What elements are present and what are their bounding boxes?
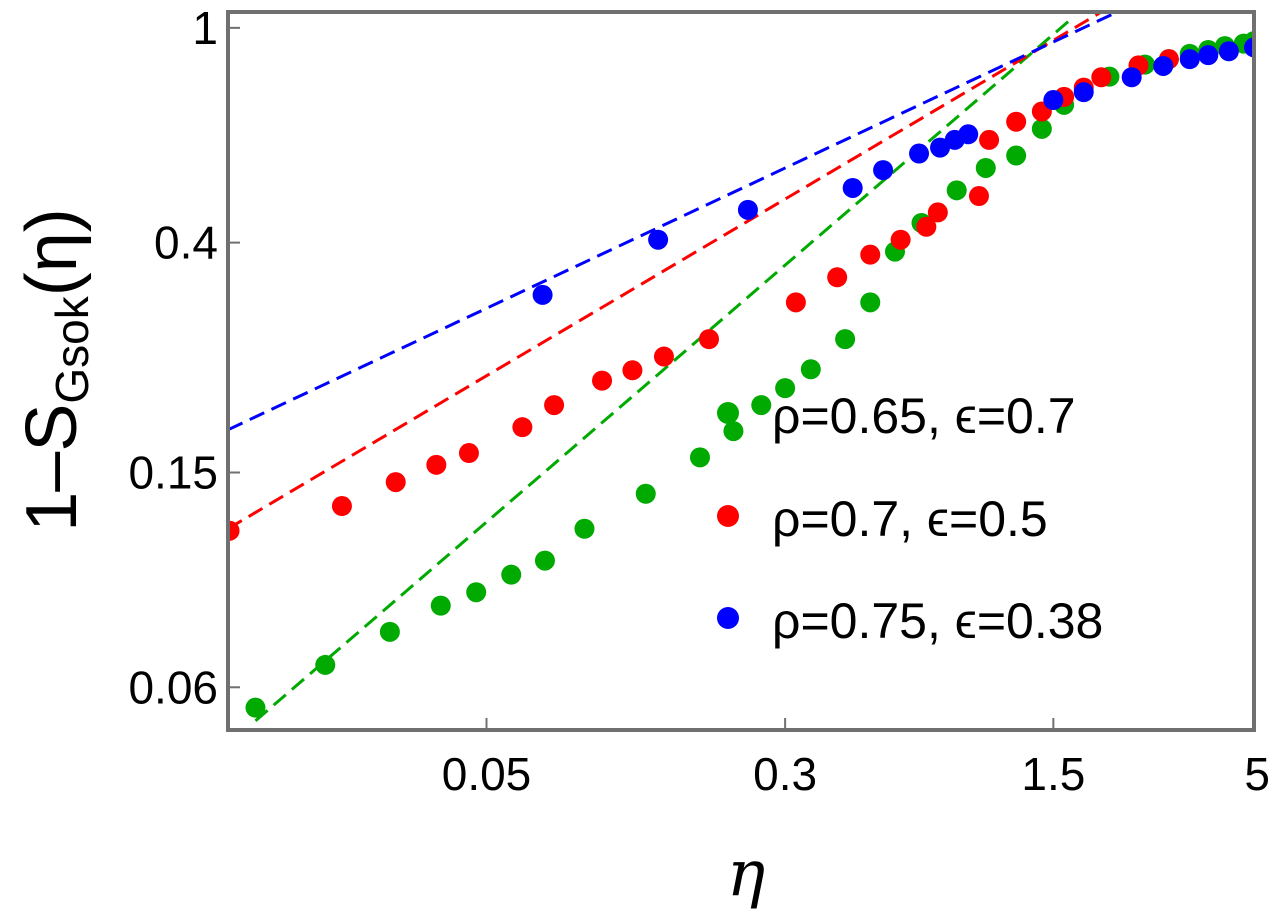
fit-line-series-1 — [228, 12, 1103, 531]
data-point-series-1 — [827, 267, 848, 288]
data-point-series-2 — [909, 143, 930, 164]
data-point-series-1 — [1006, 111, 1027, 132]
legend: ρ=0.65, ϵ=0.7 ρ=0.7, ϵ=0.5 ρ=0.75, ϵ=0.38 — [717, 388, 1103, 649]
data-point-series-0 — [860, 292, 881, 313]
fit-line-series-0 — [254, 15, 1076, 722]
data-point-series-1 — [1091, 67, 1112, 88]
data-point-series-1 — [228, 520, 240, 541]
data-point-series-0 — [635, 483, 656, 504]
data-point-series-2 — [958, 124, 979, 145]
data-point-series-0 — [775, 378, 796, 399]
x-tick-label: 0.3 — [753, 748, 817, 800]
y-axis-label: 1–SGsok(η) — [12, 208, 98, 531]
data-point-series-0 — [574, 518, 595, 539]
x-tick-label: 5 — [1244, 748, 1270, 800]
legend-marker — [717, 505, 739, 527]
data-point-series-0 — [315, 654, 336, 675]
legend-marker — [717, 607, 739, 629]
data-point-series-1 — [512, 417, 533, 438]
y-axis-label-suffix: (η) — [12, 208, 92, 296]
x-tick-label: 1.5 — [1021, 748, 1085, 800]
data-point-series-1 — [890, 229, 911, 250]
y-tick-label: 1 — [192, 2, 218, 54]
data-point-series-2 — [1244, 37, 1254, 58]
data-point-series-1 — [860, 244, 881, 265]
data-point-series-0 — [946, 180, 967, 201]
tick-labels: 0.05 0.3 1.5 5 0.06 0.15 0.4 1 — [128, 2, 1270, 800]
y-tick-label: 0.4 — [154, 217, 218, 269]
y-tick-label: 0.15 — [128, 447, 218, 499]
data-point-series-1 — [916, 216, 937, 237]
data-point-series-0 — [430, 595, 451, 616]
data-point-series-2 — [930, 137, 951, 158]
data-point-series-1 — [927, 202, 948, 223]
data-point-series-1 — [385, 472, 406, 493]
data-point-series-1 — [426, 454, 447, 475]
data-point-series-0 — [379, 621, 400, 642]
data-point-series-0 — [723, 421, 744, 442]
data-point-series-0 — [1006, 145, 1027, 166]
data-point-series-0 — [245, 697, 266, 718]
legend-entry: ρ=0.65, ϵ=0.7 — [772, 388, 1076, 444]
data-point-series-2 — [842, 177, 863, 198]
data-point-series-1 — [592, 370, 613, 391]
data-point-series-0 — [800, 359, 821, 380]
data-point-series-1 — [331, 496, 352, 517]
data-point-series-2 — [1073, 82, 1094, 103]
data-point-series-0 — [975, 157, 996, 178]
data-point-series-1 — [979, 129, 1000, 150]
y-tick-label: 0.06 — [128, 661, 218, 713]
data-point-series-2 — [873, 160, 894, 181]
data-points — [228, 31, 1254, 718]
legend-entry: ρ=0.7, ϵ=0.5 — [772, 491, 1048, 547]
x-tick-label: 0.05 — [442, 748, 532, 800]
y-axis-label-subscript: Gsok — [46, 295, 98, 403]
data-point-series-1 — [458, 443, 479, 464]
data-point-series-2 — [1179, 49, 1200, 70]
fit-line-series-2 — [228, 12, 1118, 432]
data-point-series-2 — [1043, 90, 1064, 111]
data-point-series-0 — [501, 564, 522, 585]
data-point-series-1 — [968, 186, 989, 207]
data-point-series-1 — [653, 346, 674, 367]
data-point-series-0 — [751, 395, 772, 416]
legend-entry: ρ=0.75, ϵ=0.38 — [772, 593, 1103, 649]
plot-frame — [226, 10, 1256, 732]
x-axis-label: η — [727, 837, 765, 911]
data-point-series-0 — [1031, 118, 1052, 139]
data-point-series-1 — [699, 329, 720, 350]
y-axis-label-prefix: 1–S — [12, 404, 92, 532]
data-point-series-2 — [1198, 45, 1219, 66]
data-point-series-2 — [648, 229, 669, 250]
data-point-series-1 — [785, 292, 806, 313]
data-point-series-2 — [1218, 41, 1239, 62]
legend-marker — [717, 402, 739, 424]
data-point-series-0 — [466, 582, 487, 603]
data-point-series-0 — [689, 447, 710, 468]
data-point-series-0 — [534, 550, 555, 571]
data-point-series-2 — [1153, 55, 1174, 76]
data-point-series-0 — [835, 329, 856, 350]
data-point-series-2 — [532, 284, 553, 305]
data-point-series-1 — [544, 395, 565, 416]
data-point-series-2 — [737, 199, 758, 220]
data-point-series-2 — [1121, 67, 1142, 88]
data-point-series-1 — [622, 360, 643, 381]
fit-lines — [228, 12, 1118, 722]
